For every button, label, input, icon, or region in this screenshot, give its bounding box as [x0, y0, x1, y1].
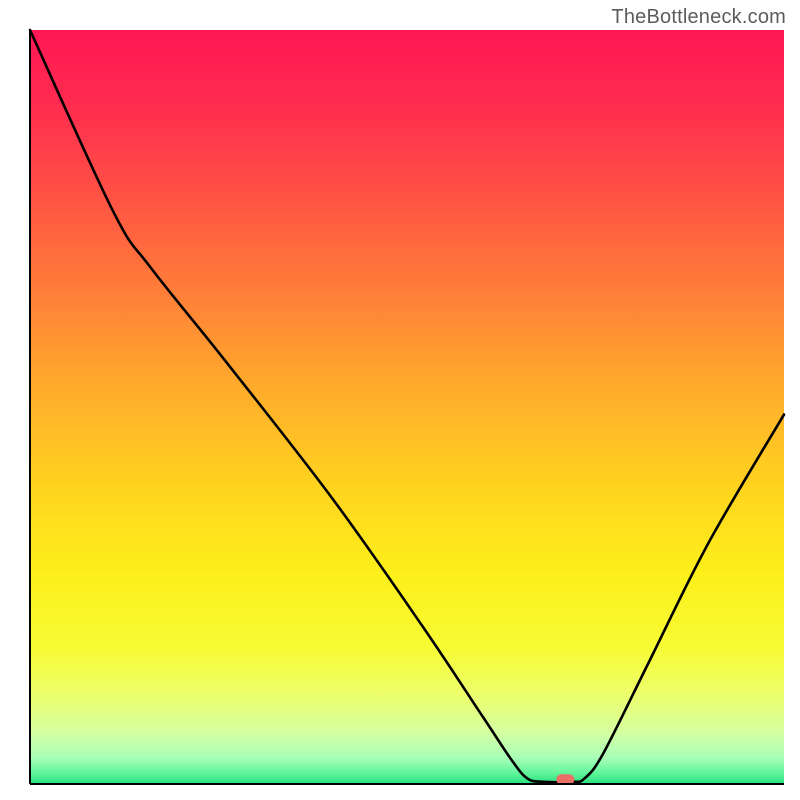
chart-frame: TheBottleneck.com [0, 0, 800, 800]
bottleneck-chart [0, 0, 800, 800]
watermark-text: TheBottleneck.com [611, 6, 786, 29]
gradient-background [30, 30, 784, 784]
